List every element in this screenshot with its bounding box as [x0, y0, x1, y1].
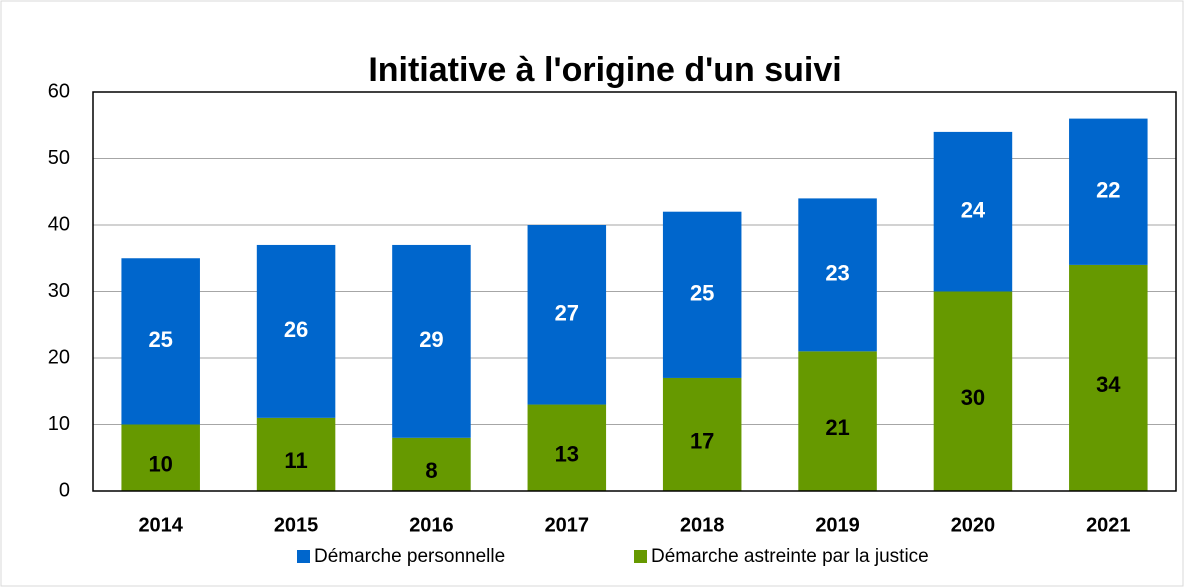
data-label: 8: [425, 458, 437, 483]
data-label: 30: [961, 385, 985, 410]
bar-segment: [392, 244, 471, 438]
chart-title: Initiative à l'origine d'un suivi: [368, 51, 841, 89]
x-tick-label: 2017: [545, 514, 590, 536]
data-label: 17: [690, 428, 714, 453]
data-label: 13: [555, 442, 579, 467]
bar-segment: [392, 437, 471, 491]
y-tick-label: 10: [48, 413, 70, 435]
x-tick-label: 2014: [138, 514, 183, 536]
y-tick-label: 30: [48, 280, 70, 302]
y-tick-label: 0: [59, 479, 70, 501]
data-label: 11: [284, 448, 307, 473]
data-label: 24: [961, 198, 986, 223]
plot-border: [92, 91, 1177, 492]
data-label: 29: [419, 327, 443, 352]
legend-label: Démarche astreinte par la justice: [651, 546, 929, 567]
y-tick-label: 20: [48, 346, 70, 368]
y-tick-label: 40: [48, 213, 70, 235]
bar-segment: [798, 351, 877, 491]
bar-segment: [527, 404, 607, 491]
data-label: 23: [825, 261, 849, 286]
data-label: 10: [148, 452, 172, 477]
bar-segment: [1069, 118, 1148, 265]
data-label: 34: [1096, 372, 1121, 397]
data-label: 21: [825, 415, 849, 440]
y-tick-label: 50: [48, 147, 70, 169]
x-tick-label: 2015: [274, 514, 319, 536]
y-tick-label: 60: [48, 80, 70, 102]
x-tick-label: 2019: [815, 514, 860, 536]
bar-segment: [527, 225, 607, 405]
bar-segment: [933, 291, 1013, 491]
legend-label: Démarche personnelle: [314, 546, 505, 567]
bar-segment: [121, 424, 200, 491]
bar-segment: [933, 131, 1013, 292]
x-tick-label: 2020: [951, 514, 996, 536]
bar-segment: [121, 258, 200, 425]
legend-swatch: [634, 550, 647, 563]
x-tick-label: 2016: [409, 514, 454, 536]
bar-segment: [1069, 264, 1148, 491]
bar-segment: [256, 417, 336, 491]
x-tick-label: 2018: [680, 514, 725, 536]
data-label: 25: [690, 281, 714, 306]
data-label: 26: [284, 317, 308, 342]
data-label: 25: [148, 327, 172, 352]
data-label: 22: [1096, 178, 1120, 203]
legend-swatch: [297, 550, 310, 563]
bar-segment: [256, 244, 336, 418]
data-label: 27: [555, 301, 579, 326]
bar-segment: [662, 377, 742, 491]
bar-segment: [798, 198, 877, 352]
x-tick-label: 2021: [1086, 514, 1131, 536]
bar-segment: [662, 211, 742, 378]
